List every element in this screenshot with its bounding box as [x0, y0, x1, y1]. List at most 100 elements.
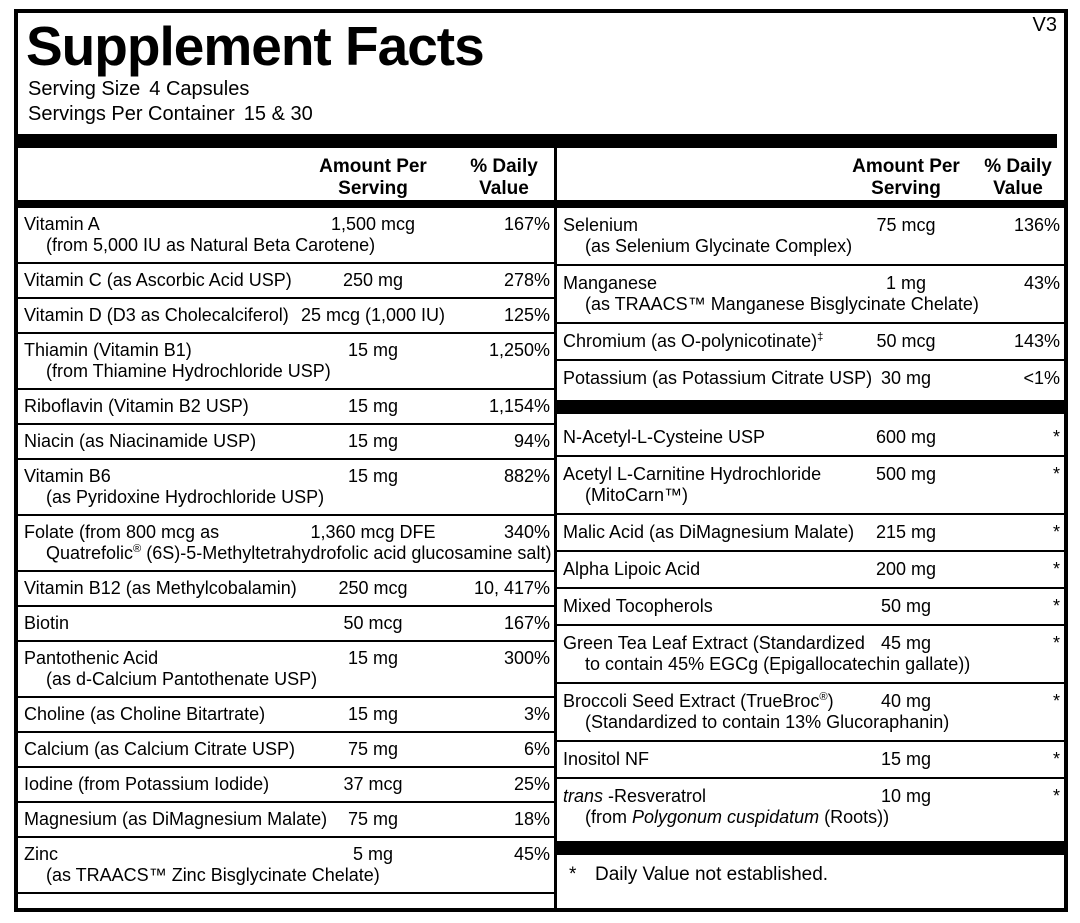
dv-header-line1: % Daily [984, 156, 1052, 177]
supplement-row-main-line: Vitamin D (D3 as Cholecalciferol) 25 mcg … [24, 305, 550, 326]
supplement-row: Potassium (as Potassium Citrate USP) 30 m… [557, 359, 1064, 396]
left-column: Amount Per Serving % Daily Value Vitamin… [18, 148, 554, 908]
ingredient-detail-text: (Standardized to contain 13% Glucoraphan… [585, 712, 950, 732]
supplement-row: Niacin (as Niacinamide USP) 15 mg 94% [18, 423, 554, 458]
daily-value: * [1052, 596, 1060, 616]
ingredient-name: Niacin (as Niacinamide USP) [24, 431, 288, 452]
ingredient-name: Riboflavin (Vitamin B2 USP) [24, 396, 288, 417]
servings-per-container-label: Servings Per Container [28, 103, 235, 125]
daily-value: 278% [503, 270, 550, 290]
dv-header-line2: Value [993, 178, 1043, 199]
amount-value: 37 mcg [343, 774, 403, 794]
column-divider [554, 148, 557, 908]
supplement-row: Mixed Tocopherols 50 mg * [557, 587, 1064, 624]
supplement-row-main-line: Biotin 50 mcg 167% [24, 613, 550, 634]
ingredient-name: Green Tea Leaf Extract (Standardized [563, 633, 865, 654]
supplement-facts-panel: V3 Supplement Facts Serving Size 4 Capsul… [14, 9, 1068, 912]
supplement-row-main-line: Vitamin A 1,500 mcg 167% [24, 214, 550, 235]
ingredient-name-text: N-Acetyl-L-Cysteine USP [563, 427, 766, 447]
servings-per-container-value: 15 & 30 [243, 103, 313, 125]
daily-value: 136% [1013, 215, 1060, 235]
ingredient-name-text: Iodine (from Potassium Iodide) [24, 774, 270, 794]
supplement-row-main-line: Pantothenic Acid 15 mg 300% [24, 648, 550, 669]
supplement-row: Vitamin C (as Ascorbic Acid USP) 250 mg 27… [18, 262, 554, 297]
amount-value: 30 mg [880, 368, 932, 388]
supplement-row-main-line: Vitamin C (as Ascorbic Acid USP) 250 mg 27… [24, 270, 550, 291]
amount-value: 15 mg [347, 396, 399, 416]
ingredient-detail: (from 5,000 IU as Natural Beta Carotene) [24, 235, 550, 256]
ingredient-name-text: Mixed Tocopherols [563, 596, 713, 616]
supplement-row: Manganese 1 mg 43% (as TRAACS™ Manganese Bi… [557, 264, 1064, 322]
supplement-row: Iodine (from Potassium Iodide) 37 mcg 25% [18, 766, 554, 801]
supplement-row: Biotin 50 mcg 167% [18, 605, 554, 640]
serving-size-row: Serving Size 4 Capsules [28, 77, 1064, 102]
daily-value: 45% [513, 844, 550, 864]
ingredient-name-text: Vitamin A [24, 214, 100, 234]
ingredient-detail-text: (as TRAACS™ Manganese Bisglycinate Chela… [585, 294, 979, 314]
ingredient-name-text: Pantothenic Acid [24, 648, 159, 668]
supplement-row: Malic Acid (as DiMagnesium Malate) 215 mg… [557, 513, 1064, 550]
daily-value: 1,250% [488, 340, 550, 360]
daily-value-header: % Daily Value [976, 156, 1060, 200]
daily-value: 882% [503, 466, 550, 486]
ingredient-name: Pantothenic Acid [24, 648, 288, 669]
ingredient-name: Manganese [563, 273, 836, 294]
ingredient-name: Biotin [24, 613, 288, 634]
end-rule [18, 892, 554, 894]
supplement-row-main-line: Inositol NF 15 mg * [563, 749, 1060, 770]
ingredient-name: Inositol NF [563, 749, 836, 770]
supplement-row-main-line: Acetyl L-Carnitine Hydrochloride 500 mg * [563, 464, 1060, 485]
daily-value: <1% [1023, 368, 1060, 388]
daily-value: 6% [523, 739, 550, 759]
daily-value: 143% [1013, 331, 1060, 351]
daily-value: 340% [503, 522, 550, 542]
amount-value: 15 mg [347, 648, 399, 668]
right-other-ingredient-rows: N-Acetyl-L-Cysteine USP 600 mg * Acetyl L-C… [557, 420, 1064, 835]
ingredient-name: Zinc [24, 844, 288, 865]
footnote-text: Daily Value not established. [595, 864, 829, 885]
ingredient-detail: (from Polygonum cuspidatum (Roots)) [563, 807, 1060, 828]
amount-value: 75 mcg [876, 215, 936, 235]
servings-per-container-row: Servings Per Container 15 & 30 [28, 102, 1064, 127]
supplement-row-main-line: Potassium (as Potassium Citrate USP) 30 m… [563, 368, 1060, 389]
ingredient-name-text: ‡ [817, 331, 824, 343]
ingredient-name-text: Niacin (as Niacinamide USP) [24, 431, 257, 451]
ingredient-detail-text: Quatrefolic [46, 543, 134, 563]
supplement-row-main-line: trans -Resveratrol 10 mg * [563, 786, 1060, 807]
supplement-row-main-line: Magnesium (as DiMagnesium Malate) 75 mg 18… [24, 809, 550, 830]
supplement-row: Green Tea Leaf Extract (Standardized 45 m… [557, 624, 1064, 682]
supplement-row: Zinc 5 mg 45% (as TRAACS™ Zinc Bisglycinate… [18, 836, 554, 892]
amount-value: 250 mcg [338, 578, 408, 598]
ingredient-name: Iodine (from Potassium Iodide) [24, 774, 288, 795]
supplement-row-main-line: Folate (from 800 mcg as 1,360 mcg DFE 340% [24, 522, 550, 543]
daily-value: * [1052, 749, 1060, 769]
daily-value: * [1052, 691, 1060, 711]
ingredient-name-text: Thiamin (Vitamin B1) [24, 340, 192, 360]
amount-value: 15 mg [347, 431, 399, 451]
serving-size-value: 4 Capsules [149, 78, 250, 100]
ingredient-name-text: ) [827, 691, 834, 711]
amount-value: 75 mg [347, 739, 399, 759]
left-ingredient-rows: Vitamin A 1,500 mcg 167% (from 5,000 IU as … [18, 208, 554, 892]
ingredient-name: Acetyl L-Carnitine Hydrochloride [563, 464, 836, 485]
amount-value: 50 mcg [876, 331, 936, 351]
amount-value: 10 mg [880, 786, 932, 806]
supplement-row-main-line: Thiamin (Vitamin B1) 15 mg 1,250% [24, 340, 550, 361]
supplement-row-main-line: Alpha Lipoic Acid 200 mg * [563, 559, 1060, 580]
amount-value: 1,360 mcg DFE [310, 522, 436, 542]
supplement-row: Alpha Lipoic Acid 200 mg * [557, 550, 1064, 587]
ingredient-name-text: Zinc [24, 844, 59, 864]
ingredient-name-text: Chromium (as O-polynicotinate) [563, 331, 818, 351]
amount-value: 1 mg [885, 273, 927, 293]
ingredient-detail: (as d-Calcium Pantothenate USP) [24, 669, 550, 690]
left-column-header: Amount Per Serving % Daily Value [18, 148, 554, 200]
supplement-row: Vitamin B6 15 mg 882% (as Pyridoxine Hydroc… [18, 458, 554, 514]
ingredient-name: Potassium (as Potassium Citrate USP) [563, 368, 872, 389]
amount-value: 15 mg [880, 749, 932, 769]
ingredient-detail-text: (Roots)) [819, 807, 890, 827]
ingredient-name-text: Malic Acid (as DiMagnesium Malate) [563, 522, 855, 542]
supplement-row-main-line: Manganese 1 mg 43% [563, 273, 1060, 294]
ingredient-detail-text: (6S)-5-Methyltetrahydrofolic acid glucos… [141, 543, 552, 563]
daily-value: * [1052, 464, 1060, 484]
supplement-row-main-line: Vitamin B12 (as Methylcobalamin) 250 mcg 1… [24, 578, 550, 599]
